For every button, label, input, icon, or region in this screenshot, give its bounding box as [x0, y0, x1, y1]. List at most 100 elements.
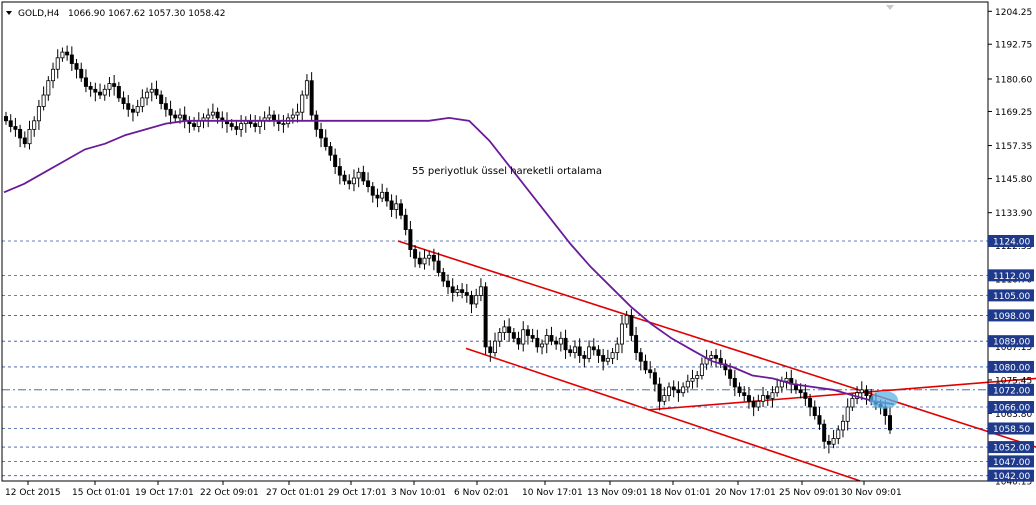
candle-body: [159, 94, 164, 105]
candle-body: [455, 289, 460, 293]
candle-body: [460, 289, 465, 293]
candle-body: [290, 114, 295, 119]
candle-body: [93, 88, 98, 93]
price-level-text: 1042.00: [993, 472, 1030, 482]
candle-body: [394, 203, 399, 210]
scroll-marker-icon[interactable]: [886, 5, 894, 10]
candle-body: [206, 114, 211, 119]
candle-body: [79, 68, 84, 79]
candle-body: [351, 177, 356, 185]
candle-body: [732, 377, 737, 388]
symbol-label: GOLD,H4: [18, 9, 60, 19]
candle-body: [337, 166, 342, 176]
candle-body: [864, 389, 869, 396]
candle-body: [361, 171, 366, 182]
x-tick-label: 20 Nov 17:01: [715, 488, 776, 498]
candle-body: [681, 386, 686, 394]
candle-body: [888, 415, 893, 431]
price-level-box: [988, 455, 1034, 468]
candle-body: [210, 111, 215, 116]
candle-body: [422, 257, 427, 265]
candle-body: [323, 137, 328, 147]
candle-body: [239, 123, 244, 130]
candle-body: [22, 137, 27, 145]
candle-body: [634, 335, 639, 354]
candle-body: [615, 343, 620, 354]
candle-body: [775, 386, 780, 394]
candle-body: [333, 154, 338, 167]
price-level-box: [988, 469, 1034, 482]
candle-body: [605, 357, 610, 362]
candle-body: [507, 326, 512, 333]
y-tick-label: 1075.45: [995, 376, 1032, 386]
candle-body: [558, 337, 563, 345]
y-tick-label: 1169.25: [995, 108, 1032, 118]
candle-body: [342, 174, 347, 182]
candle-body: [662, 395, 667, 402]
candle-body: [304, 80, 309, 96]
candle-body: [168, 108, 173, 116]
trendlines[interactable]: [397, 240, 1036, 482]
candle-body: [229, 123, 234, 127]
candle-body: [488, 346, 493, 354]
candle-body: [695, 375, 700, 379]
candle-body: [798, 389, 803, 394]
candle-body: [145, 91, 150, 99]
candle-body: [4, 116, 9, 122]
candle-body: [591, 346, 596, 351]
candle-body: [366, 180, 371, 188]
x-tick-label: 29 Oct 17:01: [328, 488, 387, 498]
candle-body: [770, 392, 775, 399]
candle-body: [328, 146, 333, 156]
price-level-box: [988, 360, 1034, 373]
candle-body: [309, 80, 314, 116]
candle-body: [13, 126, 18, 130]
triangle-down-icon[interactable]: [6, 11, 12, 15]
x-axis-ticks: 12 Oct 2015 15 Oct 01:01 19 Oct 17:01 22 Oc…: [5, 481, 902, 498]
candle-body: [619, 323, 624, 345]
x-tick-label: 30 Nov 09:01: [841, 488, 902, 498]
candle-body: [511, 332, 516, 339]
candle-body: [445, 280, 450, 288]
price-level-box: [988, 234, 1034, 247]
price-level-text: 1098.00: [993, 312, 1030, 322]
candle-body: [253, 123, 258, 127]
candle-body: [516, 337, 521, 345]
candle-body: [478, 286, 483, 296]
candle-body: [535, 337, 540, 348]
candle-body: [756, 400, 761, 408]
candle-body: [356, 171, 361, 179]
candle-body: [163, 103, 168, 110]
candle-body: [845, 406, 850, 422]
candle-body: [746, 395, 751, 402]
candle-body: [737, 386, 742, 394]
candle-body: [347, 180, 352, 185]
candle-body: [267, 114, 272, 119]
price-level-text: 1066.00: [993, 404, 1030, 414]
candle-body: [177, 114, 182, 119]
trendline: [647, 377, 1036, 411]
candle-body: [398, 203, 403, 216]
candle-body: [728, 369, 733, 379]
price-level-box: [988, 335, 1034, 348]
price-level-text: 1105.00: [993, 292, 1030, 302]
candle-body: [554, 340, 559, 345]
candle-body: [46, 80, 51, 96]
price-level-text: 1112.00: [993, 272, 1030, 282]
price-level-box: [988, 309, 1034, 322]
price-level-text: 1080.00: [993, 363, 1030, 373]
candle-body: [469, 294, 474, 305]
price-level-box: [988, 383, 1034, 396]
candle-body: [624, 315, 629, 325]
candle-body: [667, 386, 672, 396]
candle-body: [116, 86, 121, 99]
candle-body: [638, 352, 643, 362]
candle-body: [690, 377, 695, 382]
candle-body: [32, 120, 37, 130]
candle-body: [530, 335, 535, 339]
ema-line: [3, 116, 895, 405]
y-tick-label: 1145.80: [995, 175, 1032, 185]
candle-body: [817, 415, 822, 425]
